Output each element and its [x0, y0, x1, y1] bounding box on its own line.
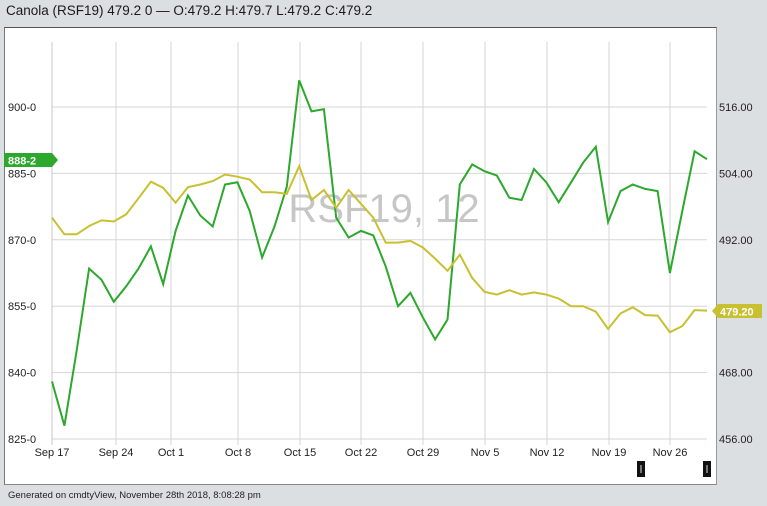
series-line [51, 80, 708, 426]
range-handle-left[interactable] [637, 461, 645, 477]
x-axis-tick: Sep 17 [35, 447, 70, 459]
x-axis-tick: Nov 12 [530, 447, 565, 459]
left-axis-tick: 870-0 [8, 235, 36, 247]
right-axis-tick: 516.00 [719, 102, 753, 114]
x-axis-tick: Oct 1 [158, 447, 184, 459]
x-axis-tick: Oct 15 [284, 447, 316, 459]
left-last-value-tag: 888-2 [4, 153, 58, 168]
left-axis-tick: 885-0 [8, 168, 36, 180]
x-axis-tick: Nov 5 [471, 447, 500, 459]
right-last-value: 479.20 [720, 307, 754, 319]
x-axis-tick: Oct 8 [225, 447, 251, 459]
series-lines [51, 80, 708, 426]
left-axis-tick: 825-0 [8, 434, 36, 446]
left-axis-tick: 840-0 [8, 368, 36, 380]
x-axis-labels: Sep 17 Sep 24 Oct 1 Oct 8 Oct 15 Oct 22 Oct 29… [35, 447, 688, 459]
green-tag-shape [4, 153, 58, 167]
chart-grid [51, 42, 707, 445]
x-axis-tick: Nov 19 [592, 447, 627, 459]
symbol-watermark: RSF19, 12 [288, 187, 479, 231]
x-axis-tick: Nov 26 [653, 447, 688, 459]
right-axis-tick: 456.00 [719, 434, 753, 446]
generated-footer: Generated on cmdtyView, November 28th 20… [8, 490, 261, 501]
left-axis-labels: 900-0 885-0 870-0 855-0 840-0 825-0 [8, 102, 36, 446]
chart-title: Canola (RSF19) 479.2 0 — O:479.2 H:479.7… [6, 3, 373, 18]
right-axis-labels: 516.00 504.00 492.00 468.00 456.00 [719, 102, 753, 446]
left-axis-tick: 900-0 [8, 102, 36, 114]
series-line [51, 163, 708, 334]
right-last-value-tag: 479.20 [712, 304, 762, 319]
left-axis-tick: 855-0 [8, 301, 36, 313]
x-axis-tick: Oct 22 [345, 447, 377, 459]
right-axis-tick: 492.00 [719, 235, 753, 247]
right-axis-tick: 504.00 [719, 168, 753, 180]
right-axis-tick: 468.00 [719, 368, 753, 380]
left-last-value: 888-2 [8, 156, 36, 168]
range-handle-right[interactable] [703, 461, 711, 477]
x-axis-tick: Oct 29 [407, 447, 439, 459]
yellow-tag-shape [712, 304, 762, 318]
x-axis-tick: Sep 24 [99, 447, 134, 459]
